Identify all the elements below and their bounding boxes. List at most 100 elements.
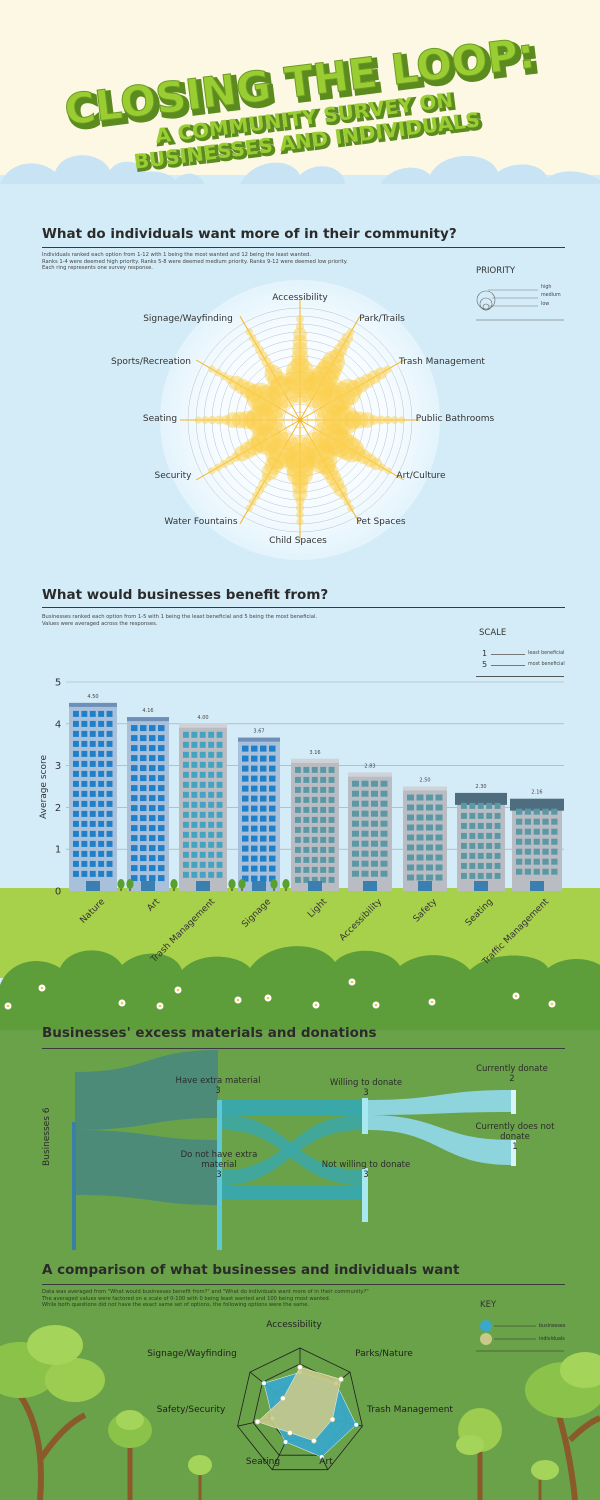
node-label-not-willing: Not willing to donate 3 <box>321 1160 411 1180</box>
y-tick-label: 0 <box>55 887 61 898</box>
response-ring-medium <box>225 412 242 428</box>
radar-category-label: Parks/Nature <box>355 1349 413 1359</box>
key-label-businesses: businesses <box>539 1324 566 1329</box>
response-ring-low <box>194 416 202 424</box>
radar-category-label: Trash Management <box>366 1405 453 1415</box>
response-ring-low <box>248 498 257 506</box>
key-ring-high <box>476 290 496 310</box>
category-label: Water Fountains <box>164 517 237 527</box>
radar-point <box>338 1376 344 1383</box>
bar <box>127 717 169 891</box>
radar-category-label: Accessibility <box>266 1320 322 1330</box>
response-ring-low <box>248 334 257 342</box>
tree-icon <box>117 879 125 889</box>
response-ring-low <box>398 416 406 424</box>
response-ring-low <box>245 328 253 336</box>
key-businesses-swatch <box>480 1320 492 1332</box>
node-have <box>217 1100 222 1180</box>
response-ring-low <box>214 368 222 377</box>
bar-building <box>238 737 280 891</box>
radar-point <box>318 1454 325 1460</box>
y-tick-label: 1 <box>55 845 61 856</box>
bar-building <box>510 798 564 891</box>
response-ring-medium <box>293 327 307 342</box>
y-tick-label: 2 <box>55 803 61 814</box>
main-title: CLOSING THE LOOP: CLOSING THE LOOP: A CO… <box>61 28 543 175</box>
response-ring-low <box>343 498 352 506</box>
value-label: 3.67 <box>253 729 264 735</box>
category-label: Seating <box>143 414 177 424</box>
radar-category-label: Seating <box>246 1457 280 1467</box>
radar-point <box>297 1364 303 1370</box>
key-individuals-swatch <box>480 1333 492 1345</box>
individuals-note: Individuals ranked each option from 1-12… <box>42 252 348 272</box>
scale-key-title: SCALE <box>479 628 507 638</box>
priority-radial-chart: Accessibility Park/Trails Trash Management… <box>111 293 495 546</box>
response-ring-low <box>245 504 253 512</box>
radar-point <box>280 1395 286 1402</box>
y-tick-label: 3 <box>55 761 61 772</box>
flow-not-have-not-willing <box>222 1185 362 1200</box>
category-label: Child Spaces <box>269 536 327 546</box>
tree-icon <box>238 879 246 889</box>
response-ring-low <box>296 518 304 526</box>
value-label: 2.30 <box>475 784 486 790</box>
bar-building <box>179 723 227 891</box>
radar-point <box>329 1416 336 1423</box>
radar-point <box>261 1380 267 1387</box>
value-label: 2.16 <box>531 790 542 796</box>
response-ring-low <box>201 416 210 424</box>
tree-icon <box>126 879 134 889</box>
response-ring-low <box>296 510 304 519</box>
response-ring-low <box>390 416 399 424</box>
y-tick-label: 4 <box>55 719 61 730</box>
value-label: 4.16 <box>142 708 153 714</box>
category-label: Public Bathrooms <box>416 414 495 424</box>
priority-key <box>476 289 564 321</box>
response-ring-low <box>295 503 305 512</box>
category-label: Accessibility <box>272 293 328 303</box>
cloud-icon <box>0 155 600 185</box>
response-ring-low <box>221 415 231 425</box>
bar-building <box>348 772 392 891</box>
flow-businesses-not-have <box>75 1130 218 1205</box>
bar <box>238 737 280 891</box>
radar-point <box>353 1422 360 1428</box>
node-label-willing: Willing to donate 3 <box>329 1078 403 1098</box>
flow-not-have-willing <box>222 1115 362 1185</box>
node-label-not-donate: Currently does not donate 1 <box>475 1122 555 1152</box>
node-not-willing <box>362 1168 368 1222</box>
node-label-not-have: Do not have extra material 3 <box>180 1150 258 1180</box>
donation-sankey <box>72 1050 516 1250</box>
y-tick-label: 5 <box>55 678 61 689</box>
category-label: Park/Trails <box>359 314 405 324</box>
bar-building <box>291 758 339 891</box>
category-label: Trash Management <box>398 357 485 367</box>
radar-grid <box>237 1347 363 1471</box>
tree-icon <box>282 879 290 889</box>
comparison-title: A comparison of what businesses and indi… <box>42 1262 460 1278</box>
bar-building <box>455 792 507 891</box>
response-ring-low <box>376 415 386 425</box>
key-label-high: high <box>541 285 552 290</box>
comparison-radar-chart: Accessibility Parks/Nature Trash Managemen… <box>147 1320 453 1471</box>
radar-point <box>282 1439 289 1445</box>
key-label-medium: medium <box>541 293 561 298</box>
category-label: Light <box>306 897 329 920</box>
comparison-key <box>476 1320 564 1352</box>
response-ring-low <box>214 415 224 425</box>
tree-icon <box>170 879 178 889</box>
category-label: Safety <box>412 897 440 925</box>
flow-have-willing <box>222 1100 362 1115</box>
response-ring-low <box>339 491 349 501</box>
radar-category-label: Safety/Security <box>157 1405 226 1415</box>
title-band <box>0 0 600 175</box>
key-ring-low <box>482 303 490 311</box>
category-label: Signage <box>240 897 273 930</box>
response-ring-low <box>384 467 392 475</box>
bar-building <box>127 717 169 891</box>
response-ring-low <box>383 415 392 425</box>
category-label: Security <box>155 471 193 481</box>
divider <box>42 607 565 608</box>
response-ring-low <box>251 491 261 501</box>
